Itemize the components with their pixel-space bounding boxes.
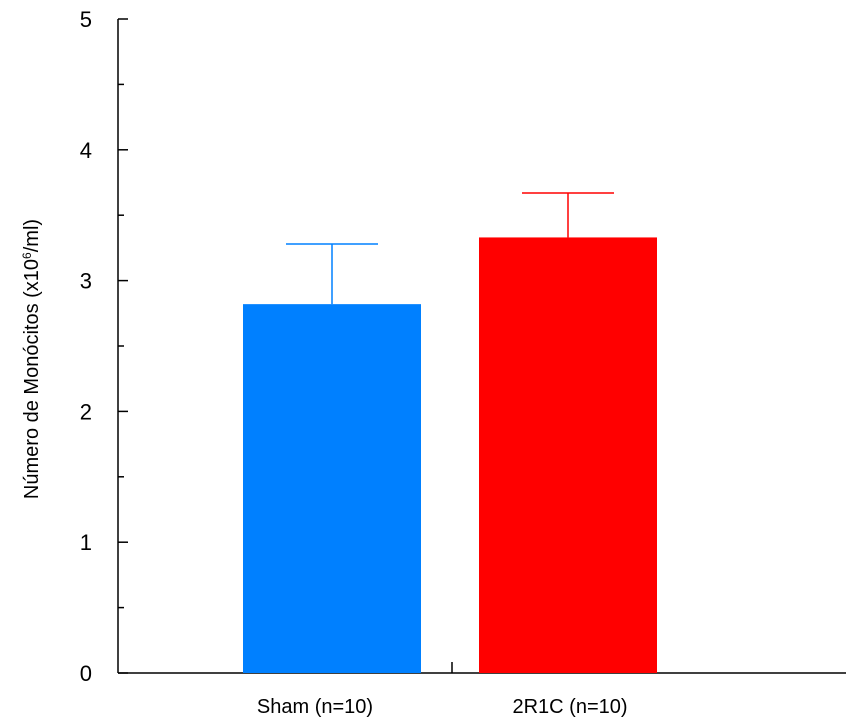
bar [243, 304, 421, 673]
y-tick-label: 1 [80, 530, 92, 555]
y-axis-title-main: Número de Monócitos (x10 [21, 259, 43, 499]
category-label: 2R1C (n=10) [512, 696, 627, 718]
y-tick-label: 2 [80, 399, 92, 424]
y-axis-title-superscript: 6 [20, 252, 34, 259]
y-ticks: 0 1 2 3 4 5 [80, 7, 128, 686]
bars [243, 237, 657, 673]
category-labels: Sham (n=10) 2R1C (n=10) [257, 696, 628, 718]
y-tick-label: 3 [80, 269, 92, 294]
error-bars [286, 192, 614, 305]
category-label: Sham (n=10) [257, 696, 373, 718]
y-axis-title-unit: /ml) [21, 219, 43, 252]
y-tick-label: 4 [80, 138, 92, 163]
bar [479, 237, 657, 673]
y-axis-title: Número de Monócitos (x106/ml) [20, 219, 43, 499]
y-tick-label: 0 [80, 661, 92, 686]
y-tick-label: 5 [80, 7, 92, 32]
